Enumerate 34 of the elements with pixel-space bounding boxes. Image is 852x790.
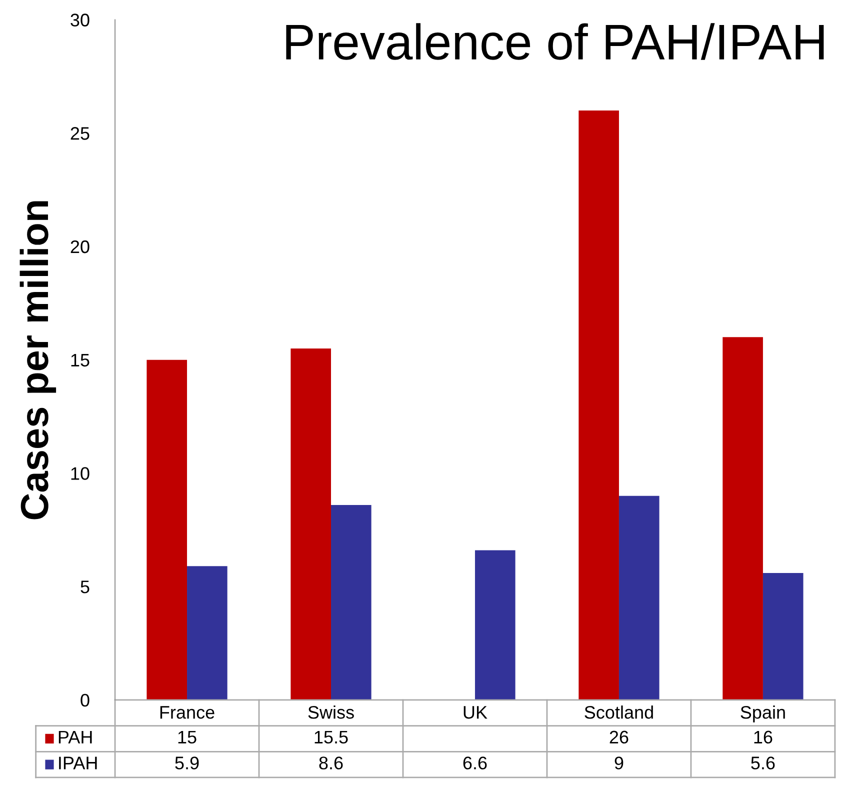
- bar: [722, 337, 763, 700]
- x-tick-label: UK: [464, 706, 488, 719]
- y-tick-label: 25: [70, 127, 90, 140]
- data-label: 5.6: [751, 756, 775, 770]
- y-tick-label: 30: [70, 14, 90, 26]
- y-axis-title: Cases per million: [20, 201, 56, 520]
- data-label: 8.6: [319, 756, 343, 770]
- data-label: 5.9: [175, 756, 199, 770]
- data-label: 9: [614, 756, 624, 770]
- bar: [762, 572, 804, 700]
- legend-label: IPAH: [59, 756, 97, 770]
- data-label: 6.6: [463, 756, 487, 770]
- y-tick-label: 5: [80, 580, 90, 594]
- x-tick-label: France: [160, 706, 214, 719]
- x-tick-label: Scotland: [584, 705, 653, 719]
- bar: [578, 110, 619, 700]
- x-tick-label: Spain: [740, 705, 785, 722]
- bar: [618, 496, 660, 700]
- data-label: 15: [178, 730, 196, 744]
- y-tick-label: 10: [71, 467, 90, 480]
- y-tick-label: 15: [71, 354, 90, 367]
- x-tick-label: Swiss: [308, 705, 354, 719]
- bar: [187, 566, 228, 700]
- chart-title: Prevalence of PAH/IPAH: [286, 23, 824, 60]
- data-label: 16: [754, 730, 772, 744]
- y-tick-label: 20: [70, 240, 90, 254]
- bar: [474, 550, 516, 700]
- data-label: 26: [610, 730, 628, 744]
- data-label: 15.5: [314, 730, 348, 744]
- bar: [290, 348, 331, 700]
- legend-label: PAH: [58, 730, 92, 744]
- bar: [146, 360, 188, 700]
- bar: [331, 504, 372, 700]
- y-tick-label: 0: [80, 694, 90, 707]
